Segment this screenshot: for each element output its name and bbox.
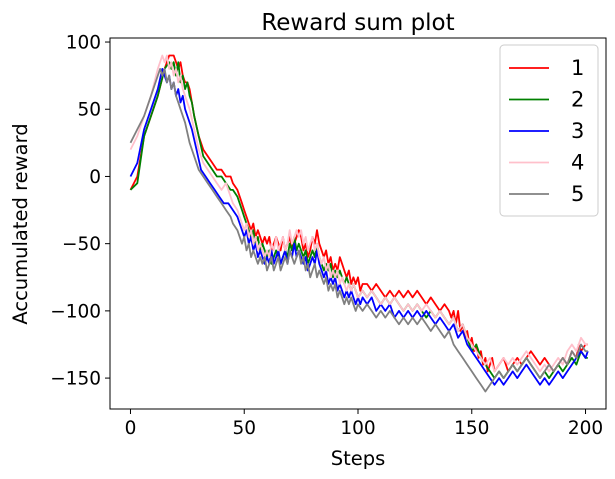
legend-label-2: 2 xyxy=(571,88,584,112)
series-line-4 xyxy=(129,54,588,373)
legend-label-3: 3 xyxy=(571,119,584,143)
legend-label-1: 1 xyxy=(571,56,584,80)
legend-label-5: 5 xyxy=(571,182,584,206)
x-tick-label: 100 xyxy=(340,418,375,439)
x-tick-label: 50 xyxy=(232,418,256,439)
x-tick-label: 200 xyxy=(568,418,603,439)
y-tick-label: 0 xyxy=(89,167,101,188)
x-axis-label: Steps xyxy=(331,447,386,470)
chart-title: Reward sum plot xyxy=(261,10,454,36)
legend: 1 2 3 4 5 xyxy=(499,44,599,217)
x-tick-label: 0 xyxy=(125,418,137,439)
plot-area xyxy=(129,54,589,393)
y-tick-label: −50 xyxy=(62,234,101,255)
y-tick-label: 100 xyxy=(66,33,101,54)
x-tick-label: 150 xyxy=(454,418,489,439)
y-tick-label: −150 xyxy=(50,369,101,390)
legend-label-4: 4 xyxy=(571,151,584,175)
y-tick-label: 50 xyxy=(77,100,101,121)
y-tick-label: −100 xyxy=(50,301,101,322)
axes: 0 50 100 150 200 100 50 0 −50 −100 −150 xyxy=(50,33,607,439)
y-axis-label: Accumulated reward xyxy=(9,123,32,324)
series-line-5 xyxy=(129,68,588,393)
